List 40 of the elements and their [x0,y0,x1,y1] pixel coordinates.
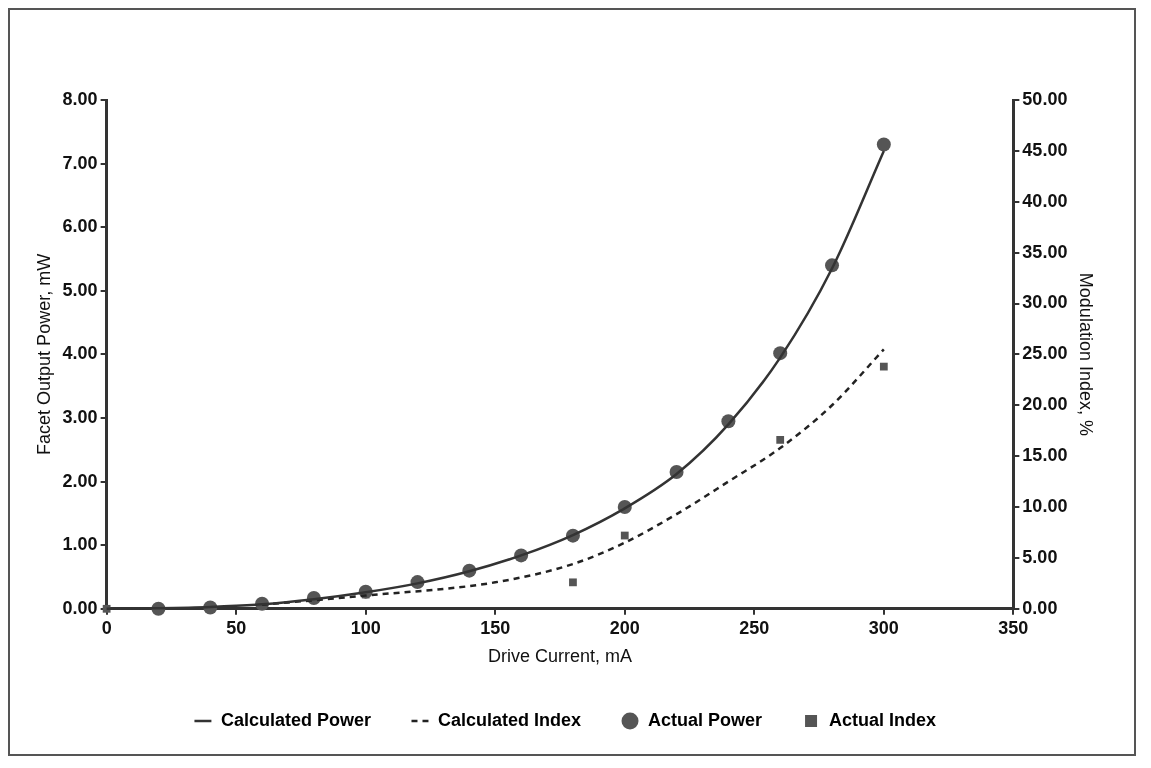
x-tick-label: 50 [226,617,247,638]
legend-label: Actual Index [829,709,937,730]
point [776,435,785,444]
y-tick-label: 4.00 [62,343,98,364]
x-tick-label: 300 [868,617,899,638]
point [620,531,629,540]
x-tick-label: 150 [480,617,511,638]
x-tick-label: 0 [101,617,112,638]
y2-tick-label: 0.00 [1022,597,1058,618]
y2-tick-label: 45.00 [1022,139,1068,160]
legend-label: Calculated Index [437,709,582,730]
y-tick-label: 6.00 [62,216,98,237]
y2-tick-label: 50.00 [1022,88,1068,109]
point [569,578,577,587]
point [876,137,891,152]
y2-tick-label: 30.00 [1022,292,1068,313]
y-tick-label: 2.00 [62,470,98,491]
y2-tick-label: 25.00 [1022,343,1068,364]
y-tick-label: 8.00 [62,88,98,109]
x-tick-label: 100 [350,617,381,638]
legend-label: Calculated Power [220,709,371,730]
y-tick-label: 5.00 [62,279,98,300]
point [879,362,888,371]
y2-tick-label: 20.00 [1022,394,1068,415]
y-tick-label: 1.00 [62,534,98,555]
y-axis-title: Facet Output Power, mW [33,253,54,455]
y2-tick-label: 35.00 [1022,241,1068,262]
y2-axis-title: Modulation Index, % [1076,272,1097,436]
y-tick-label: 7.00 [62,152,98,173]
y2-tick-label: 40.00 [1022,190,1068,211]
x-tick-label: 350 [998,617,1029,638]
y2-tick-label: 10.00 [1022,496,1068,517]
y-tick-label: 0.00 [62,597,98,618]
x-axis-title: Drive Current, mA [487,646,633,667]
y2-tick-label: 5.00 [1022,546,1058,567]
x-tick-label: 250 [739,617,770,638]
y2-tick-label: 15.00 [1022,445,1068,466]
x-tick-label: 200 [609,617,640,638]
y-tick-label: 3.00 [62,406,98,427]
legend-label: Actual Power [648,709,763,730]
